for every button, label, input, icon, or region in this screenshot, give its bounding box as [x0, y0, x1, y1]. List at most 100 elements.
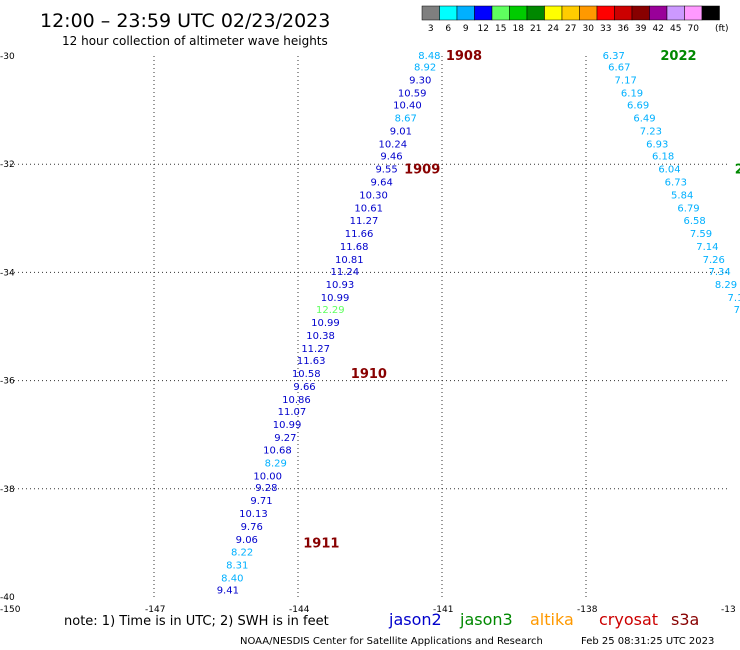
altimeter-tracks: 8.488.92 9.30 10.59 10.40 8.67 9.01 10.249.46 9…	[217, 49, 740, 597]
colorbar-label: 6	[445, 24, 451, 34]
colorbar-swatch	[579, 5, 598, 21]
wave-height-value: 8.40	[221, 574, 243, 585]
wave-height-value: 10.81	[335, 255, 364, 266]
wave-height-value: 9.06	[236, 535, 258, 546]
pass-time-label: 1909	[404, 163, 440, 178]
colorbar-label: 39	[635, 24, 647, 34]
colorbar-swatch	[544, 5, 563, 21]
colorbar-unit: (ft)	[715, 24, 729, 34]
satellite-legend: jason2 jason3 altika cryosat s3a	[388, 610, 699, 629]
colorbar-label: 24	[548, 24, 560, 34]
colorbar: 3 6 9 12 15 18 21 24 27 30 33 36 39 42 45 70	[421, 5, 720, 34]
wave-height-value: 11.07	[278, 407, 307, 418]
wave-height-value: 5.84	[671, 191, 693, 202]
credit-text: NOAA/NESDIS Center for Satellite Applica…	[240, 636, 543, 647]
colorbar-swatch	[509, 5, 528, 21]
wave-height-value: 7.17	[615, 75, 637, 86]
wave-height-value: 8.22	[231, 548, 253, 559]
pass-time-label: 202	[735, 163, 740, 178]
timestamp-text: Feb 25 08:31:25 UTC 2023	[581, 636, 714, 647]
wave-height-value: 11.27	[301, 344, 330, 355]
colorbar-swatch	[456, 5, 475, 21]
lon-tick-label: -144	[289, 605, 310, 615]
wave-height-value: 11.66	[345, 229, 374, 240]
map-title: 12:00 – 23:59 UTC 02/23/2023	[40, 10, 330, 32]
lat-tick-label: -38	[0, 485, 15, 495]
satellite-legend-jason2: jason2	[388, 610, 442, 629]
wave-height-value: 9.71	[250, 496, 272, 507]
wave-height-value: 6.49	[633, 114, 655, 125]
wave-height-value: 11.27	[350, 216, 379, 227]
colorbar-label: 12	[478, 24, 489, 34]
colorbar-label: 15	[495, 24, 506, 34]
wave-height-value: 6.69	[627, 101, 649, 112]
wave-height-value: 6.73	[665, 178, 687, 189]
colorbar-label: 42	[653, 24, 664, 34]
wave-height-value: 10.00	[253, 471, 282, 482]
map-grid: -30 -32 -34 -36 -38 -40 -150 -147 -144 -141 -138 -1…	[0, 52, 736, 615]
lon-tick-label: -147	[145, 605, 165, 615]
wave-height-value: 10.38	[306, 331, 335, 342]
wave-height-value: 9.64	[371, 178, 393, 189]
wave-height-value: 8.29	[265, 458, 287, 469]
colorbar-swatch	[474, 5, 493, 21]
satellite-legend-cryosat: cryosat	[599, 610, 658, 629]
wave-height-value: 7.14	[696, 242, 718, 253]
wave-height-value: 10.93	[326, 280, 355, 291]
colorbar-swatch	[439, 5, 458, 21]
wave-height-value: 10.99	[321, 293, 350, 304]
wave-height-value: 7.1	[728, 293, 740, 304]
wave-height-value: 9.76	[241, 522, 263, 533]
wave-height-value: 6.79	[677, 204, 699, 215]
wave-height-value: 6.37	[603, 51, 625, 62]
wave-height-value: 9.28	[255, 483, 277, 494]
colorbar-label: 21	[530, 24, 541, 34]
colorbar-label: 36	[618, 24, 630, 34]
wave-height-value: 7.59	[690, 229, 712, 240]
lat-tick-label: -30	[0, 52, 15, 62]
satellite-legend-s3a: s3a	[671, 610, 699, 629]
lon-tick-label: -138	[577, 605, 598, 615]
wave-height-value: 10.99	[311, 318, 340, 329]
wave-height-value: 10.30	[359, 191, 388, 202]
wave-height-value: 9.01	[390, 127, 412, 138]
wave-height-value: 8.67	[395, 114, 417, 125]
colorbar-swatch	[421, 5, 440, 21]
lat-tick-label: -32	[0, 160, 15, 170]
colorbar-swatch	[649, 5, 668, 21]
wave-height-value: 9.30	[409, 75, 431, 86]
lon-tick-label: -141	[433, 605, 453, 615]
lon-tick-label: -150	[0, 605, 21, 615]
wave-height-value: 7.23	[640, 127, 662, 138]
colorbar-swatch	[596, 5, 615, 21]
wave-height-value: 11.68	[340, 242, 369, 253]
colorbar-swatch	[614, 5, 633, 21]
satellite-legend-jason3: jason3	[459, 610, 513, 629]
colorbar-swatch	[491, 5, 510, 21]
wave-height-value: 10.61	[354, 204, 383, 215]
wave-height-value: 10.99	[273, 420, 302, 431]
wave-height-value: 10.59	[398, 88, 427, 99]
colorbar-label: 3	[428, 24, 434, 34]
wave-height-value: 8.29	[715, 280, 737, 291]
wave-height-value: 6.67	[608, 62, 630, 73]
wave-height-value: 10.40	[393, 101, 422, 112]
colorbar-swatch	[561, 5, 580, 21]
colorbar-swatch	[631, 5, 650, 21]
satellite-legend-altika: altika	[530, 610, 574, 629]
colorbar-label: 70	[688, 24, 700, 34]
wave-height-value: 9.55	[375, 165, 397, 176]
wave-height-value: 9.27	[274, 433, 296, 444]
lat-tick-label: -40	[0, 593, 15, 603]
wave-height-value: 9.66	[293, 382, 315, 393]
wave-height-value: 11.63	[297, 356, 326, 367]
wave-height-value: 6.18	[652, 152, 674, 163]
wave-height-value: 8.48	[418, 51, 440, 62]
wave-height-value: 7.34	[708, 267, 730, 278]
wave-height-value: 9.41	[217, 585, 239, 596]
colorbar-label: 18	[513, 24, 525, 34]
lat-tick-label: -36	[0, 377, 15, 387]
colorbar-label: 45	[670, 24, 681, 34]
pass-time-label: 1911	[303, 536, 339, 551]
wave-height-value: 6.93	[646, 140, 668, 151]
